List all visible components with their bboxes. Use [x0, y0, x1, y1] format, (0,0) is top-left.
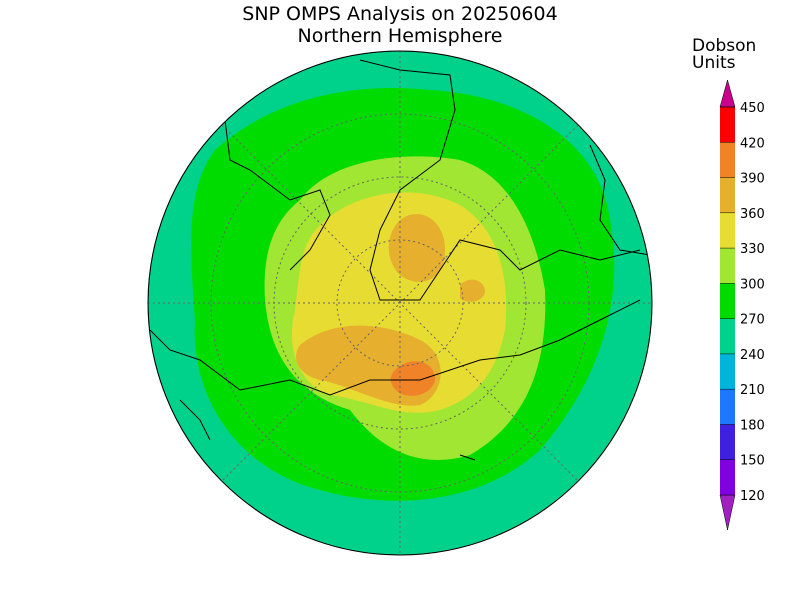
title: SNP OMPS Analysis on 20250604 — [242, 3, 557, 25]
colorbar-segment — [720, 353, 735, 390]
colorbar-tick-label: 210 — [740, 383, 765, 398]
colorbar-segment — [720, 424, 735, 460]
colorbar-label: Units — [692, 53, 736, 73]
colorbar-tick-label: 120 — [740, 489, 765, 504]
ozone-map — [148, 51, 652, 555]
colorbar-segment — [720, 142, 735, 178]
graticule — [148, 51, 652, 555]
subtitle: Northern Hemisphere — [298, 25, 503, 47]
ozone-region — [390, 361, 435, 396]
colorbar-tick-label: 150 — [740, 454, 765, 469]
colorbar-tick-label: 390 — [740, 172, 765, 187]
colorbar-segment — [720, 459, 735, 495]
colorbar-segment — [720, 212, 735, 249]
colorbar-tick-label: 450 — [740, 101, 765, 116]
colorbar-tick-label: 420 — [740, 136, 765, 151]
colorbar-segment — [720, 389, 735, 425]
colorbar-segment — [720, 177, 735, 213]
colorbar-tick-label: 270 — [740, 313, 765, 328]
ozone-region — [460, 279, 485, 302]
colorbar-segment — [720, 107, 735, 143]
colorbar-tick-label: 330 — [740, 242, 765, 257]
colorbar-label: Dobson — [692, 36, 756, 56]
map-border — [147, 50, 653, 556]
colorbar-segment — [720, 248, 735, 284]
colorbar-tick-label: 300 — [740, 277, 765, 292]
ozone-region — [388, 214, 445, 282]
colorbar-extension — [719, 79, 736, 108]
colorbar-segment — [720, 318, 735, 354]
colorbar-segment — [720, 283, 735, 319]
colorbar-extension — [719, 494, 736, 531]
colorbar-tick-label: 180 — [740, 418, 765, 433]
colorbar-tick-label: 240 — [740, 348, 765, 363]
coastline — [149, 59, 651, 461]
colorbar-tick-label: 360 — [740, 207, 765, 222]
colorbar: 120 150 180 210 240 270 300 330 360 390 420 450 — [719, 79, 765, 531]
